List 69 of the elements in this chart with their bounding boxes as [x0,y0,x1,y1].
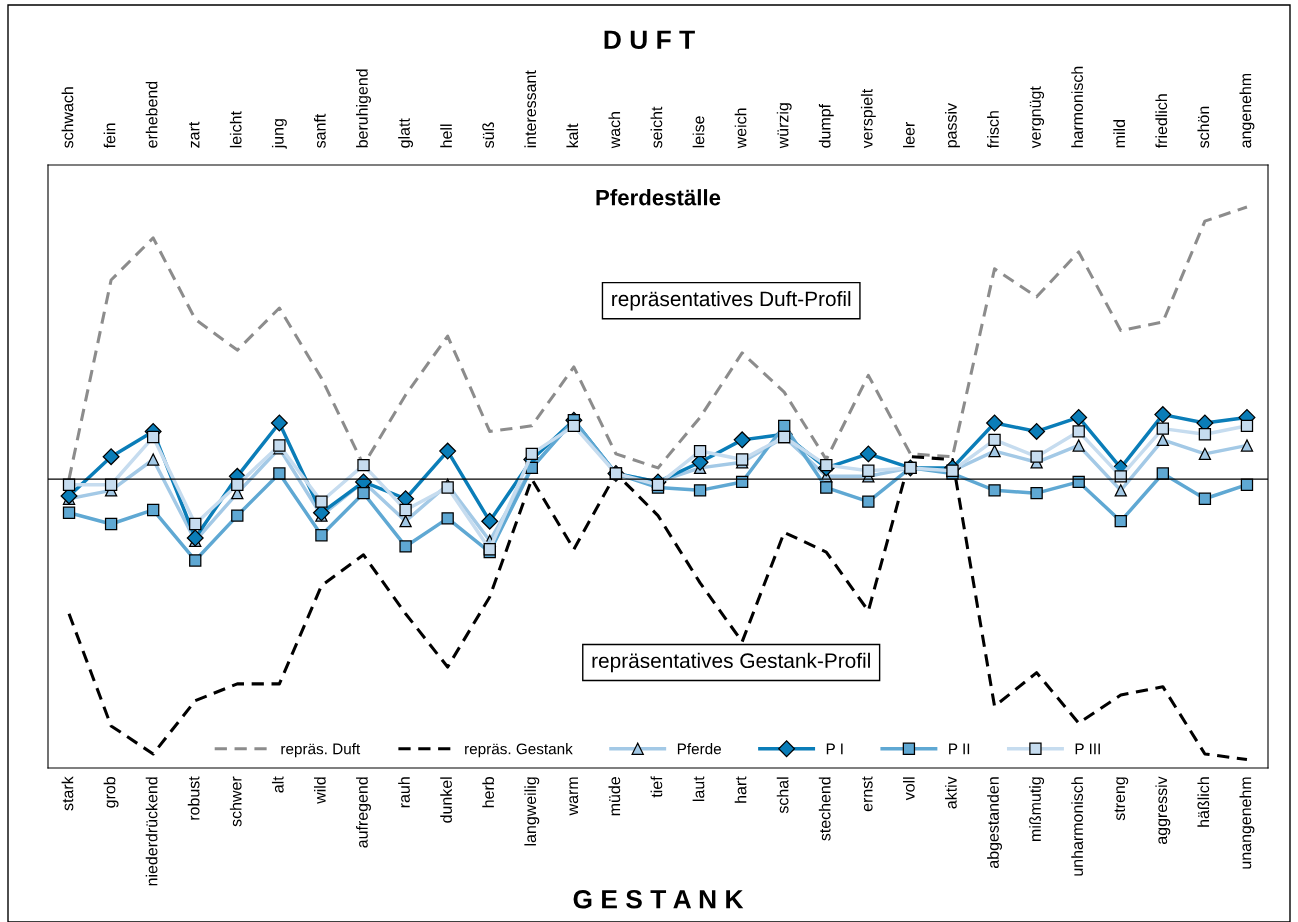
x-tick-label: schwer [229,776,242,827]
chart-title: Pferdeställe [596,189,721,206]
x-tick-label: laut [692,776,705,802]
text: schön [1197,106,1210,148]
x-tick-label: aggressiv [1155,776,1171,845]
x2-axis-title: D U F T [604,30,695,50]
legend-label: P III [1075,743,1100,755]
x-tick-label: schal [776,777,789,814]
x-tick-label: dunkel [440,777,452,823]
text: mild [1113,120,1126,148]
text: angenehm [1239,73,1255,148]
text: würzig [776,103,792,149]
x-tick-label: robust [187,776,200,820]
text: frisch [987,111,999,149]
text: kalt [566,123,579,148]
x-tick-label: tief [650,776,663,798]
text: süß [482,122,495,148]
legend-label: P II [949,743,970,755]
text: vergnügt [1029,86,1045,149]
text: weich [734,108,747,149]
x-tick-label: warm [569,777,579,816]
x-tick-label: herb [482,777,495,808]
x-tick-label: abgestanden [987,777,1002,869]
x-tick-label: grob [103,777,119,808]
text: interessant [524,70,537,148]
text: dumpf [818,103,834,148]
text: beruhigend [356,69,371,148]
annotation: repräsentatives Duft-Profil [612,290,851,311]
x-tick-label: ernst [862,776,873,812]
x-tick-label: müde [608,777,621,816]
x-tick-label: aufregend [356,777,371,848]
text: leer [902,121,915,148]
text: glatt [398,118,414,148]
x-axis-title: G E S T A N K [573,889,744,909]
text: zart [189,121,200,148]
text: leise [692,116,705,148]
legend-label: P I [826,743,843,755]
x-tick-label: mißmutig [1029,777,1045,841]
text: hell [440,124,452,148]
text: erhebend [145,81,158,148]
x-tick-label: aktiv [945,776,957,809]
text: leicht [229,111,242,148]
x-tick-label: stechend [818,777,831,841]
text: wach [608,112,621,149]
text: fein [103,123,116,149]
text: harmonisch [1071,66,1083,148]
x-tick-label: unangenehm [1239,777,1255,869]
x-tick-label: streng [1114,777,1129,821]
text: seicht [650,106,663,148]
annotation: repräsentatives Gestank-Profil [592,652,870,673]
x-tick-label: hart [734,776,747,803]
text: passiv [945,103,960,148]
x-tick-label: alt [271,776,284,793]
x-tick-label: langweilig [524,777,540,846]
x-tick-label: häßlich [1197,777,1210,827]
x-tick-label: unharmonisch [1071,777,1083,876]
text: schwach [61,87,74,148]
text: jung [271,119,287,149]
x-tick-label: wild [314,777,326,804]
legend-label: repräs. Duft [281,743,361,758]
x-tick-label: niederdrückend [145,777,158,886]
x-tick-label: rauh [398,777,410,808]
legend-label: Pferde [677,743,721,755]
x-tick-label: voll [902,777,915,801]
legend-label: repräs. Gestank [465,743,573,758]
text: friedlich [1155,94,1168,149]
x-tick-label: stark [61,776,74,811]
text: sanft [314,113,326,148]
text: verspielt [860,88,876,149]
